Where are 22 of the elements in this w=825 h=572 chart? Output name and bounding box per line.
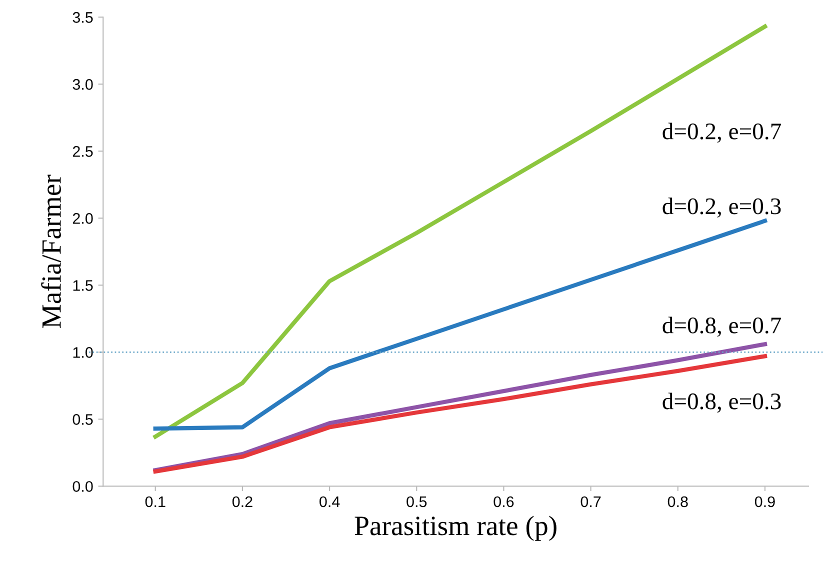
series-label: d=0.8, e=0.7 <box>662 316 781 337</box>
y-tick-label: 0.0 <box>72 481 93 492</box>
x-tick-label: 0.6 <box>494 496 514 508</box>
y-tick-label: 0.5 <box>72 414 93 425</box>
x-tick-label: 0.8 <box>668 496 688 508</box>
y-tick-label: 1.5 <box>73 280 93 291</box>
series-label: d=0.2, e=0.3 <box>662 198 781 218</box>
series-label: d=0.2, e=0.7 <box>662 122 781 143</box>
series-label: d=0.8, e=0.3 <box>662 392 781 413</box>
y-tick-label: 3.0 <box>72 79 93 90</box>
y-tick-label: 1.0 <box>73 347 93 358</box>
y-axis-title: Mafia/Farmer <box>41 174 61 328</box>
y-tick-label: 2.5 <box>72 146 93 157</box>
x-tick-label: 0.9 <box>754 496 775 508</box>
x-tick-label: 0.2 <box>232 496 252 508</box>
y-tick-label: 2.0 <box>72 213 93 224</box>
x-axis-title: Parasitism rate (p) <box>354 516 556 541</box>
x-tick-label: 0.4 <box>320 496 340 508</box>
x-tick-label: 0.7 <box>580 496 601 508</box>
x-tick-label: 0.5 <box>406 496 427 508</box>
y-tick-label: 3.5 <box>72 12 93 23</box>
x-tick-label: 0.1 <box>145 496 166 508</box>
